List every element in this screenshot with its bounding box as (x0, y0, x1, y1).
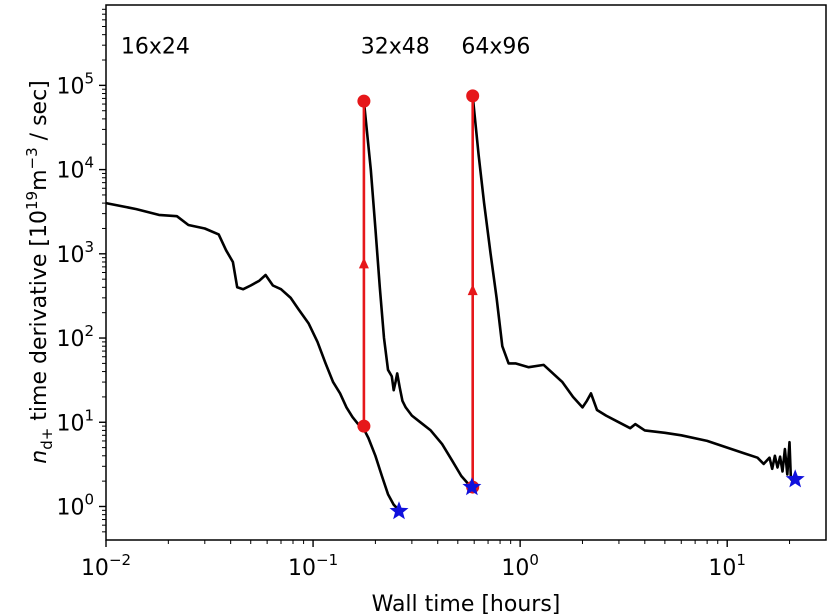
y-tick-label-5: 105 (56, 69, 94, 99)
series-line-0 (105, 201, 400, 512)
annotation-1: 32x48 (361, 34, 430, 59)
series-layer (105, 95, 796, 512)
series-line-2 (471, 95, 796, 483)
star-marker-1 (462, 477, 482, 496)
x-tick-label-0: 10−2 (81, 551, 131, 581)
markers-layer (357, 89, 805, 520)
series-marker-3-0 (357, 419, 371, 433)
y-axis-label: nd+ time derivative [1019m−3 / sec] (23, 80, 56, 464)
annotations-layer: 16x24 32x48 64x96 (121, 34, 530, 59)
x-axis-label: Wall time [hours] (372, 592, 561, 616)
plot-frame (105, 4, 827, 541)
y-tick-label-3: 103 (56, 238, 94, 268)
annotation-0: 16x24 (121, 34, 190, 59)
annotation-2: 64x96 (461, 34, 530, 59)
series-arrow-3 (358, 257, 369, 269)
y-tick-label-4: 104 (56, 154, 94, 184)
series-marker-3-1 (357, 94, 371, 108)
star-marker-2 (785, 469, 805, 488)
y-tick-label-0: 100 (56, 490, 94, 520)
x-tick-label-2: 100 (501, 551, 539, 581)
series-line-1 (362, 100, 473, 488)
ticks-layer: 10−2 10−1 100 101 100 101 102 103 104 105 (56, 8, 791, 581)
star-marker-0 (389, 501, 409, 520)
series-marker-4-1 (466, 89, 480, 103)
y-tick-label-1: 101 (56, 406, 94, 436)
x-tick-label-1: 10−1 (288, 551, 338, 581)
x-tick-label-3: 101 (708, 551, 746, 581)
series-arrow-4 (467, 284, 478, 296)
y-tick-label-2: 102 (56, 322, 94, 352)
